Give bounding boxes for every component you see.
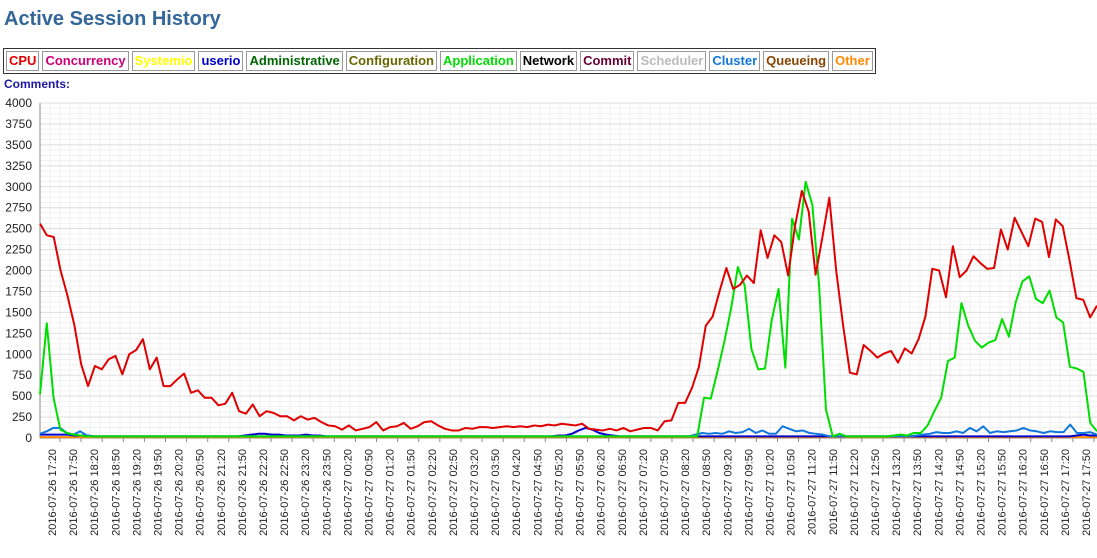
legend-item-configuration[interactable]: Configuration [345, 51, 438, 71]
x-tick-label: 2016-07-26 20:50 [195, 449, 207, 536]
x-tick-label: 2016-07-27 06:20 [596, 449, 608, 536]
page-title: Active Session History [4, 8, 221, 30]
grid [39, 102, 1097, 439]
x-tick-label: 2016-07-26 21:50 [237, 449, 249, 536]
x-tick-label: 2016-07-27 02:20 [427, 449, 439, 536]
x-tick-label: 2016-07-27 11:20 [807, 449, 819, 535]
x-tick-label: 2016-07-27 16:20 [1018, 449, 1030, 536]
legend-item-commit[interactable]: Commit [580, 51, 635, 71]
legend: CPU Concurrency Systemio userio Administrati… [3, 48, 876, 74]
legend-item-queueing[interactable]: Queueing [763, 51, 830, 71]
x-tick-label: 2016-07-27 17:20 [1060, 449, 1072, 536]
series-line-application [39, 180, 1097, 438]
legend-item-concurrency[interactable]: Concurrency [42, 51, 129, 71]
x-tick-label: 2016-07-27 04:20 [511, 449, 523, 536]
legend-item-systemio[interactable]: Systemio [131, 51, 196, 71]
x-tick-label: 2016-07-27 04:50 [532, 449, 544, 536]
legend-item-other[interactable]: Other [832, 51, 873, 71]
x-tick-label: 2016-07-27 01:20 [385, 449, 397, 536]
x-tick-label: 2016-07-27 12:50 [870, 449, 882, 536]
x-tick-label: 2016-07-27 00:50 [364, 449, 376, 536]
y-tick-label: 1000 [5, 347, 32, 361]
y-tick-label: 3250 [5, 159, 32, 173]
legend-item-network[interactable]: Network [519, 51, 578, 71]
x-tick-label: 2016-07-26 19:50 [153, 449, 165, 536]
x-tick-label: 2016-07-27 00:20 [342, 449, 354, 536]
x-tick-label: 2016-07-27 03:50 [490, 449, 502, 536]
x-tick-label: 2016-07-27 17:50 [1081, 449, 1093, 536]
legend-item-scheduler[interactable]: Scheduler [637, 51, 707, 71]
y-tick-label: 1250 [5, 326, 32, 340]
x-tick-label: 2016-07-27 05:20 [553, 449, 565, 536]
legend-item-userio[interactable]: userio [198, 51, 244, 71]
y-tick-label: 1750 [5, 284, 32, 298]
x-tick-label: 2016-07-26 17:50 [68, 449, 80, 536]
y-tick-label: 2750 [5, 201, 32, 215]
legend-item-cpu[interactable]: CPU [6, 51, 40, 71]
y-tick-label: 3000 [5, 180, 32, 194]
y-tick-label: 2250 [5, 243, 32, 257]
x-tick-label: 2016-07-27 14:20 [933, 449, 945, 536]
legend-item-administrative[interactable]: Administrative [246, 51, 343, 71]
x-tick-label: 2016-07-26 23:20 [300, 449, 312, 536]
x-tick-label: 2016-07-27 11:50 [828, 449, 840, 535]
x-tick-label: 2016-07-26 20:20 [174, 449, 186, 536]
x-tick-label: 2016-07-27 07:20 [638, 449, 650, 536]
y-tick-label: 0 [25, 431, 32, 445]
x-tick-label: 2016-07-27 08:50 [701, 449, 713, 536]
y-tick-label: 3500 [5, 138, 32, 152]
x-tick-label: 2016-07-26 23:50 [321, 449, 333, 536]
x-tick-label: 2016-07-27 05:50 [575, 449, 587, 536]
x-tick-label: 2016-07-27 02:50 [448, 449, 460, 536]
x-tick-label: 2016-07-27 09:20 [722, 449, 734, 536]
x-tick-label: 2016-07-27 10:50 [786, 449, 798, 536]
y-tick-label: 250 [12, 410, 32, 424]
y-tick-label: 4000 [5, 96, 32, 110]
x-tick-label: 2016-07-27 13:20 [891, 449, 903, 536]
x-tick-label: 2016-07-26 22:20 [258, 449, 270, 536]
x-tick-label: 2016-07-26 22:50 [279, 449, 291, 536]
x-tick-label: 2016-07-26 21:20 [216, 449, 228, 536]
y-tick-label: 2500 [5, 222, 32, 236]
x-tick-label: 2016-07-27 15:20 [975, 449, 987, 536]
x-tick-label: 2016-07-26 18:20 [89, 449, 101, 536]
series-line-cpu [39, 189, 1097, 433]
y-tick-label: 2000 [5, 264, 32, 278]
y-tick-label: 750 [12, 368, 32, 382]
x-tick-label: 2016-07-27 09:50 [743, 449, 755, 536]
y-tick-label: 1500 [5, 305, 32, 319]
x-tick-label: 2016-07-27 16:50 [1039, 449, 1051, 536]
x-tick-label: 2016-07-27 15:50 [997, 449, 1009, 536]
x-tick-label: 2016-07-27 03:20 [469, 449, 481, 536]
x-tick-label: 2016-07-27 07:50 [659, 449, 671, 536]
x-tick-label: 2016-07-26 17:20 [47, 449, 59, 536]
x-tick-label: 2016-07-26 18:50 [110, 449, 122, 536]
x-tick-label: 2016-07-27 01:50 [406, 449, 418, 536]
x-tick-label: 2016-07-27 06:50 [617, 449, 629, 536]
y-tick-label: 3750 [5, 117, 32, 131]
legend-item-cluster[interactable]: Cluster [709, 51, 761, 71]
x-tick-label: 2016-07-27 12:20 [849, 449, 861, 536]
y-tick-label: 500 [12, 389, 32, 403]
x-tick-label: 2016-07-27 08:20 [680, 449, 692, 536]
comments-label: Comments: [4, 77, 71, 91]
x-tick-label: 2016-07-26 19:20 [131, 449, 143, 536]
x-tick-label: 2016-07-27 13:50 [912, 449, 924, 536]
legend-item-application[interactable]: Application [440, 51, 517, 71]
x-tick-label: 2016-07-27 10:20 [764, 449, 776, 536]
x-tick-label: 2016-07-27 14:50 [954, 449, 966, 536]
